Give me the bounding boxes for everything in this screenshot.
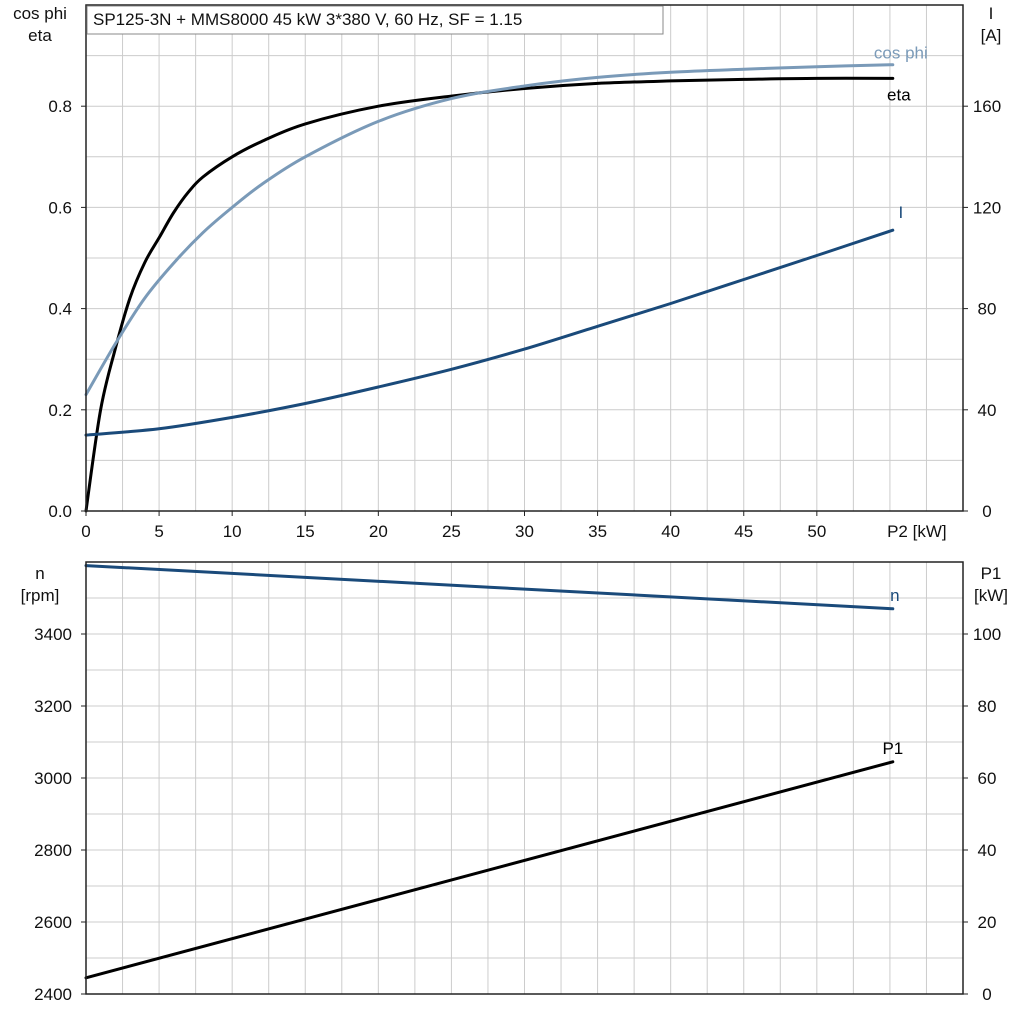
series-n-label: n: [890, 586, 899, 605]
top-left-tick-label: 0.6: [48, 198, 72, 217]
x-tick-label: 5: [154, 522, 163, 541]
bottom-left-tick-label: 3200: [34, 697, 72, 716]
top-left-tick-label: 0.4: [48, 300, 72, 319]
bottom-panel-series: n P1: [84, 564, 903, 980]
top-left-tick-label: 0.2: [48, 401, 72, 420]
series-I-line: [84, 228, 895, 437]
top-left-axis-label: eta: [28, 26, 52, 45]
top-right-tick-label: 0: [982, 502, 991, 521]
series-n-line: [84, 564, 895, 611]
bottom-right-tick-label: 100: [973, 625, 1001, 644]
top-left-tick-label: 0.8: [48, 97, 72, 116]
bottom-right-tick-label: 0: [982, 985, 991, 1004]
top-right-tick-label: 40: [978, 401, 997, 420]
x-tick-label: 10: [223, 522, 242, 541]
bottom-right-axis-label: P1: [981, 564, 1002, 583]
x-tick-label: 15: [296, 522, 315, 541]
bottom-left-tick-label: 2600: [34, 913, 72, 932]
series-P1-label: P1: [882, 739, 903, 758]
x-tick-label: 50: [807, 522, 826, 541]
x-axis-label: P2 [kW]: [887, 522, 947, 541]
series-eta-line: [84, 76, 895, 513]
series-eta-label: eta: [887, 85, 911, 104]
top-panel-series: eta cos phi I: [84, 44, 928, 513]
x-tick-label: 20: [369, 522, 388, 541]
bottom-left-tick-label: 3400: [34, 625, 72, 644]
bottom-right-axis-label: [kW]: [974, 586, 1008, 605]
bottom-left-tick-label: 2800: [34, 841, 72, 860]
top-right-axis-label: [A]: [981, 26, 1002, 45]
x-tick-label: 40: [661, 522, 680, 541]
bottom-panel-ticks: 2400 2600 2800 3000 3200 3400 0 20 40 60 80 100 n [rp…: [21, 564, 1008, 1004]
bottom-right-tick-label: 40: [978, 841, 997, 860]
top-right-tick-label: 80: [978, 300, 997, 319]
top-left-tick-label: 0.0: [48, 502, 72, 521]
series-I-label: I: [898, 203, 903, 222]
chart-title: SP125-3N + MMS8000 45 kW 3*380 V, 60 Hz,…: [93, 10, 522, 29]
series-P1-line: [84, 760, 895, 980]
top-right-axis-label: I: [989, 4, 994, 23]
top-panel-grid: [85, 4, 964, 512]
top-panel-ticks: 0.0 0.2 0.4 0.6 0.8 0 40 80 120 160 cos phi eta I [A]…: [13, 4, 1001, 541]
x-tick-label: 35: [588, 522, 607, 541]
bottom-left-tick-label: 3000: [34, 769, 72, 788]
chart-title-box: SP125-3N + MMS8000 45 kW 3*380 V, 60 Hz,…: [86, 5, 664, 35]
top-right-tick-label: 160: [973, 97, 1001, 116]
bottom-left-axis-label: [rpm]: [21, 586, 60, 605]
top-right-tick-label: 120: [973, 198, 1001, 217]
x-tick-label: 25: [442, 522, 461, 541]
x-tick-label: 0: [81, 522, 90, 541]
bottom-right-tick-label: 60: [978, 769, 997, 788]
x-tick-label: 30: [515, 522, 534, 541]
series-cos-phi-label: cos phi: [874, 44, 928, 63]
bottom-left-tick-label: 2400: [34, 985, 72, 1004]
bottom-left-axis-label: n: [35, 564, 44, 583]
series-cos-phi-line: [84, 63, 895, 397]
top-left-axis-label: cos phi: [13, 4, 67, 23]
x-tick-label: 45: [734, 522, 753, 541]
bottom-right-tick-label: 80: [978, 697, 997, 716]
bottom-right-tick-label: 20: [978, 913, 997, 932]
